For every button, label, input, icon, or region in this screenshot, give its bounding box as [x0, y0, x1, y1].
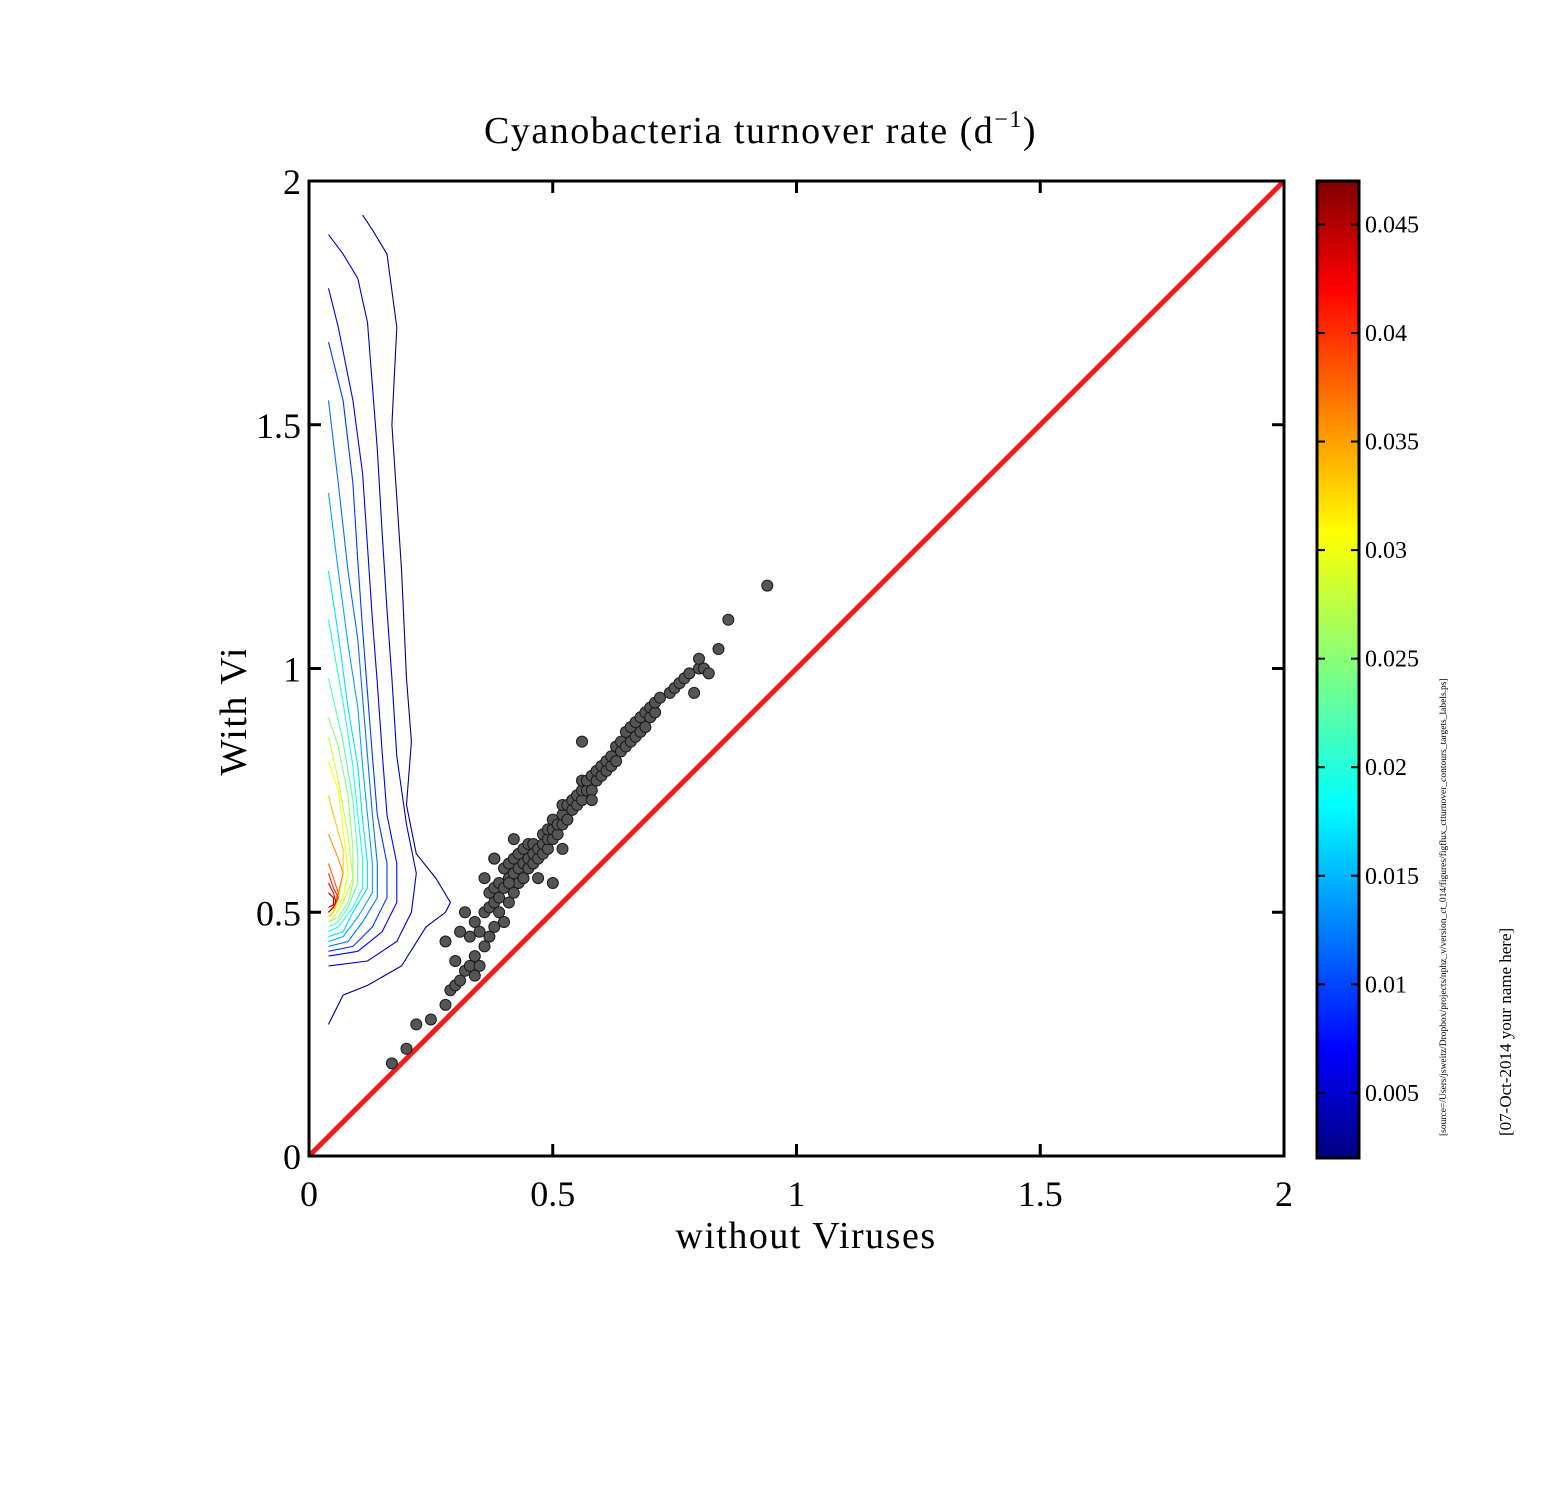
colorbar-tick-label: 0.045: [1365, 212, 1419, 238]
scatter-point: [639, 721, 652, 733]
scatter-point: [498, 916, 510, 928]
contour-line-6: [327, 570, 369, 938]
colorbar-tick-label: 0.015: [1365, 864, 1419, 890]
scatter-points-layer: [385, 579, 774, 1070]
scatter-point: [702, 667, 715, 680]
scatter-point: [473, 925, 486, 938]
colorbar-ticks: 0.005 0.01 0.015 0.02 0.025 0.03 0.035 0.04 0.04…: [1317, 212, 1419, 1107]
colorbar-tick-label: 0.03: [1365, 538, 1407, 564]
y-tick-label: 0: [283, 1137, 301, 1177]
scatter-point: [488, 920, 501, 933]
x-tick-label: 2: [1275, 1174, 1293, 1214]
scatter-point: [488, 852, 501, 865]
scatter-point: [561, 813, 574, 826]
y-axis: 0 0.5 1 1.5 2: [256, 162, 1284, 1177]
scatter-point: [502, 896, 515, 909]
contour-line-8: [327, 678, 359, 928]
scatter-point: [454, 974, 467, 987]
scatter-point: [493, 891, 506, 904]
contour-line-1: [328, 234, 417, 967]
contour-line-4: [327, 400, 378, 947]
y-axis-label-group: With Viruses: [205, 540, 285, 776]
y-axis-label-mask: [205, 540, 285, 650]
contour-line-10: [327, 736, 354, 923]
contour-line-0: [328, 214, 452, 1025]
scatter-point: [439, 998, 452, 1011]
scatter-point: [585, 794, 598, 807]
scatter-point: [502, 877, 515, 889]
scatter-point: [532, 872, 545, 885]
scatter-point: [683, 667, 696, 680]
scatter-point: [688, 686, 701, 699]
scatter-point: [483, 930, 496, 943]
identity-reference-line: [309, 181, 1284, 1156]
x-axis-label: without Viruses: [675, 1215, 936, 1257]
scatter-point: [439, 935, 452, 948]
scatter-point: [424, 1013, 437, 1026]
scatter-point: [459, 906, 471, 919]
scatter-point: [385, 1057, 398, 1070]
scatter-point: [410, 1018, 423, 1031]
scatter-point: [454, 925, 467, 938]
scatter-point: [468, 950, 481, 963]
x-axis: 0 0.5 1 1.5 2: [300, 181, 1293, 1214]
scatter-point: [517, 872, 530, 885]
x-tick-label: 1: [788, 1174, 806, 1214]
scatter-point: [576, 735, 588, 748]
scatter-point: [449, 955, 462, 967]
colorbar-tick-label: 0.02: [1365, 755, 1407, 781]
scatter-point: [507, 886, 520, 899]
scatter-point: [473, 959, 486, 972]
x-tick-label: 1.5: [1018, 1174, 1063, 1214]
scatter-point: [654, 691, 666, 704]
y-tick-label: 0.5: [256, 893, 301, 933]
x-tick-label: 0: [300, 1174, 318, 1214]
contour-layer: [327, 214, 452, 1025]
colorbar-tick-label: 0.005: [1365, 1081, 1419, 1107]
scatter-point: [478, 940, 491, 953]
contour-line-9: [327, 717, 354, 923]
x-tick-label: 0.5: [530, 1174, 575, 1214]
scatter-point: [468, 916, 481, 928]
scatter-point: [610, 755, 623, 768]
scatter-point: [400, 1042, 413, 1055]
scatter-point: [693, 652, 705, 665]
colorbar-tick-label: 0.035: [1365, 430, 1419, 456]
scatter-point: [478, 872, 491, 885]
y-tick-label: 2: [283, 162, 301, 202]
y-tick-label: 1.5: [256, 406, 301, 446]
colorbar-tick-label: 0.04: [1365, 321, 1407, 347]
scatter-point: [722, 613, 735, 626]
contour-line-2: [327, 288, 398, 957]
scatter-point: [493, 906, 506, 919]
contour-line-16: [328, 882, 337, 913]
source-note: [source=/Users/jsweitz/Dropbox/projects/…: [1438, 678, 1449, 1136]
scatter-point: [468, 969, 481, 982]
reference-line-layer: [309, 181, 1284, 1156]
colorbar-tick-label: 0.01: [1365, 972, 1407, 998]
y-tick-label: 1: [283, 650, 301, 690]
contour-line-17: [328, 892, 334, 908]
chart-title: Cyanobacteria turnover rate (d−1): [484, 107, 1037, 152]
scatter-point: [546, 877, 559, 889]
date-note: [07-Oct-2014 your name here]: [1496, 928, 1515, 1136]
colorbar: [1315, 179, 1361, 1160]
colorbar-tick-label: 0.025: [1365, 647, 1419, 673]
scatter-point: [556, 842, 569, 855]
scatter-point: [507, 833, 520, 846]
contour-line-7: [327, 619, 364, 933]
contour-line-3: [327, 341, 388, 952]
scatter-point: [463, 930, 476, 943]
contour-line-5: [327, 492, 373, 943]
scatter-point: [712, 643, 725, 655]
scatter-point: [761, 579, 774, 592]
